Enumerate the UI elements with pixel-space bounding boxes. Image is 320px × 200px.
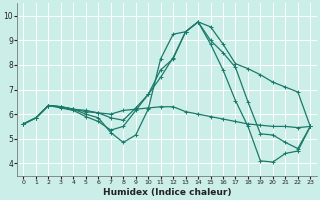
- X-axis label: Humidex (Indice chaleur): Humidex (Indice chaleur): [103, 188, 231, 197]
